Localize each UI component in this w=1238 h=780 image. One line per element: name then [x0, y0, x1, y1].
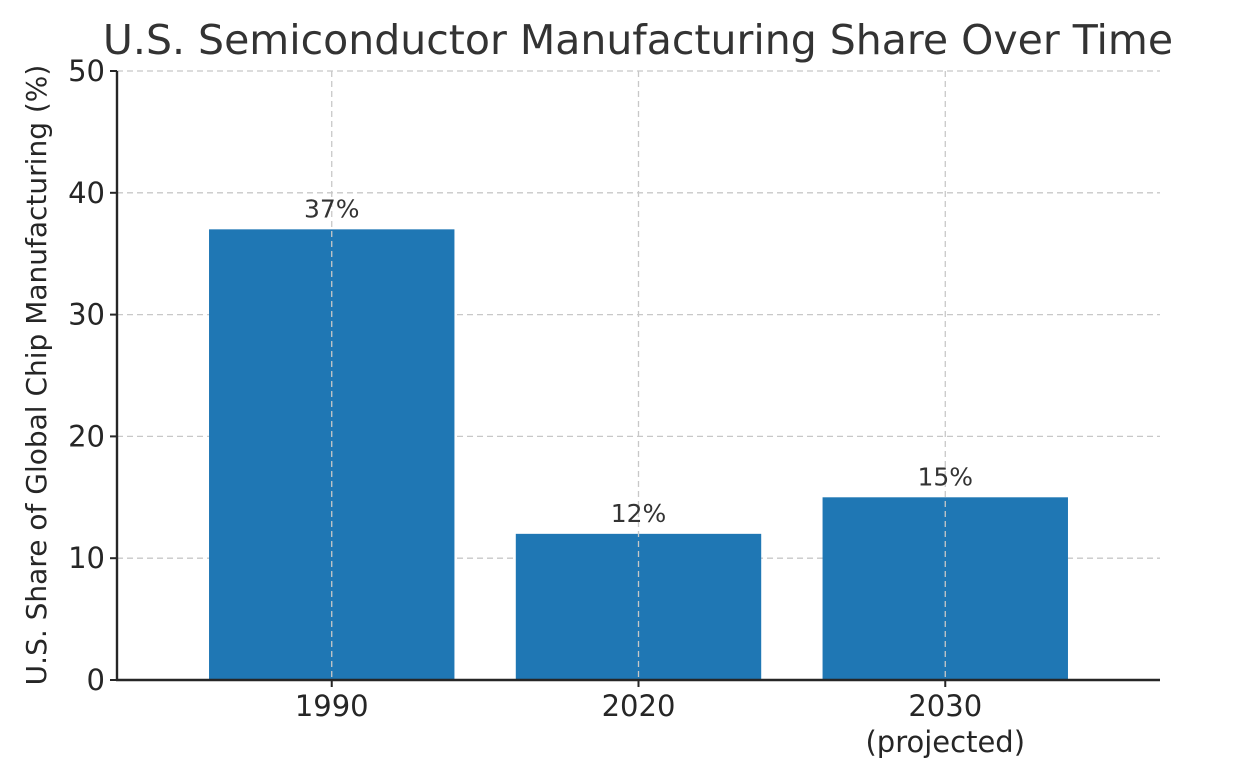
data-label: 37% [304, 194, 360, 223]
x-tick-label-line: 2020 [602, 689, 676, 723]
bar [822, 497, 1068, 680]
x-tick-label: 1990 [295, 689, 369, 723]
chart-title: U.S. Semiconductor Manufacturing Share O… [103, 16, 1173, 64]
y-tick-label: 50 [68, 54, 105, 88]
y-tick-label: 40 [68, 176, 105, 210]
x-tick-label-line: (projected) [865, 725, 1025, 759]
y-tick-label: 30 [68, 298, 105, 332]
data-label: 15% [917, 462, 973, 491]
y-tick-label: 20 [68, 419, 105, 453]
data-labels: 37% 12% 15% [304, 194, 973, 528]
x-tick-label-line: 2030 [908, 689, 982, 723]
x-tick-label: 2020 [602, 689, 676, 723]
y-tick-label: 0 [87, 663, 105, 697]
x-tick-label-line: 1990 [295, 689, 369, 723]
y-axis-label: U.S. Share of Global Chip Manufacturing … [20, 65, 53, 686]
x-tick-label: 2030 (projected) [865, 689, 1025, 759]
data-label: 12% [611, 499, 667, 528]
y-tick-label: 10 [68, 541, 105, 575]
